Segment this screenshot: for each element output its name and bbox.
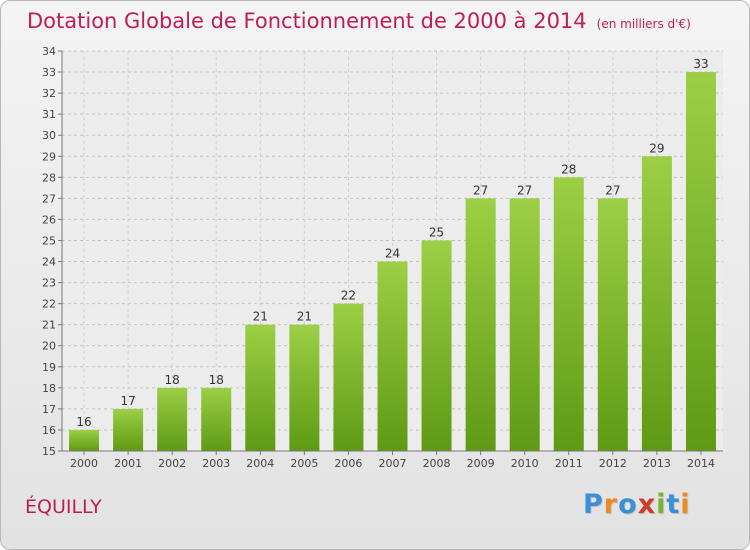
bar <box>421 240 452 451</box>
bar <box>509 198 540 451</box>
x-tick-label: 2004 <box>246 457 274 470</box>
data-label: 21 <box>253 310 268 324</box>
x-tick-label: 2000 <box>70 457 98 470</box>
x-tick-label: 2006 <box>334 457 362 470</box>
y-tick-label: 29 <box>42 150 56 163</box>
chart-title: Dotation Globale de Fonctionnement de 20… <box>27 9 691 33</box>
unit-label: (en milliers d'€) <box>596 17 691 31</box>
y-tick-label: 22 <box>42 298 56 311</box>
y-tick-label: 20 <box>42 340 56 353</box>
bar <box>245 324 276 451</box>
y-tick-label: 23 <box>42 277 56 290</box>
data-label: 27 <box>517 183 532 197</box>
y-tick-label: 16 <box>42 424 56 437</box>
bar <box>289 324 320 451</box>
data-label: 27 <box>473 183 488 197</box>
proxiti-logo: Proxiti <box>583 489 691 520</box>
commune-name: ÉQUILLY <box>25 496 102 518</box>
x-tick-label: 2003 <box>202 457 230 470</box>
y-tick-label: 25 <box>42 234 56 247</box>
y-tick-label: 27 <box>42 192 56 205</box>
data-label: 18 <box>165 373 180 387</box>
bar <box>157 387 188 451</box>
title-text: Dotation Globale de Fonctionnement de 20… <box>27 9 587 33</box>
logo-letter: t <box>666 489 681 520</box>
bar <box>377 261 408 451</box>
bar <box>641 156 672 451</box>
bar <box>597 198 628 451</box>
y-tick-label: 19 <box>42 361 56 374</box>
bar <box>201 387 232 451</box>
x-tick-label: 2012 <box>599 457 627 470</box>
bar <box>113 408 144 451</box>
x-tick-label: 2002 <box>158 457 186 470</box>
y-tick-label: 18 <box>42 382 56 395</box>
bar <box>333 303 364 451</box>
y-tick-label: 26 <box>42 213 56 226</box>
x-tick-label: 2008 <box>423 457 451 470</box>
y-tick-label: 32 <box>42 87 56 100</box>
bar <box>685 72 716 451</box>
data-label: 33 <box>693 57 708 71</box>
data-label: 27 <box>605 183 620 197</box>
logo-letter: x <box>637 489 657 520</box>
data-label: 28 <box>561 162 576 176</box>
logo-letter: r <box>603 489 619 520</box>
logo-letter: P <box>583 489 604 520</box>
logo-letter: o <box>618 489 638 520</box>
data-label: 22 <box>341 289 356 303</box>
data-label: 18 <box>209 373 224 387</box>
x-tick-label: 2009 <box>467 457 495 470</box>
y-tick-label: 17 <box>42 403 56 416</box>
y-tick-label: 24 <box>42 256 56 269</box>
y-tick-label: 28 <box>42 171 56 184</box>
bar <box>465 198 496 451</box>
data-label: 16 <box>76 415 91 429</box>
y-tick-label: 30 <box>42 129 56 142</box>
y-tick-label: 21 <box>42 319 56 332</box>
x-tick-label: 2005 <box>290 457 318 470</box>
bar <box>69 429 100 451</box>
data-label: 24 <box>385 247 400 261</box>
y-tick-label: 31 <box>42 108 56 121</box>
y-tick-label: 15 <box>42 445 56 458</box>
bar <box>553 177 584 451</box>
x-tick-label: 2014 <box>687 457 715 470</box>
y-tick-label: 34 <box>42 45 56 58</box>
data-label: 21 <box>297 310 312 324</box>
data-label: 29 <box>649 141 664 155</box>
data-label: 25 <box>429 225 444 239</box>
x-tick-label: 2011 <box>555 457 583 470</box>
x-tick-label: 2010 <box>511 457 539 470</box>
x-tick-label: 2001 <box>114 457 142 470</box>
x-tick-label: 2013 <box>643 457 671 470</box>
y-tick-label: 33 <box>42 66 56 79</box>
logo-letter: i <box>656 489 667 520</box>
logo-letter: i <box>680 489 691 520</box>
x-tick-label: 2007 <box>379 457 407 470</box>
data-label: 17 <box>120 394 135 408</box>
